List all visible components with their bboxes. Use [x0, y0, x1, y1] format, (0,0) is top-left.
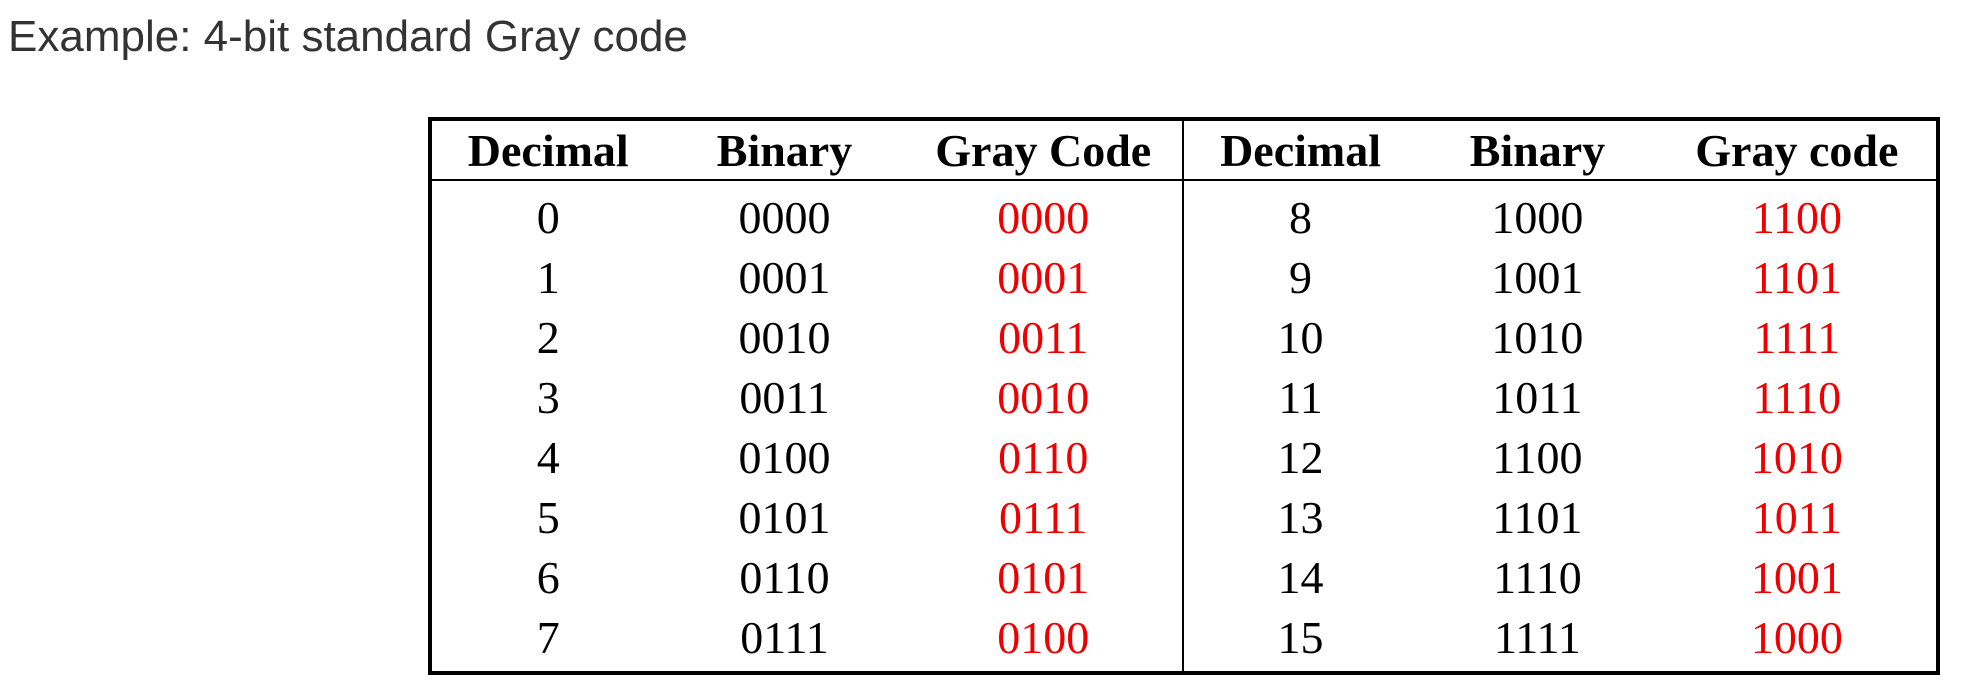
cell-binary: 0011 [739, 371, 830, 423]
cell-decimal: 0 [536, 191, 560, 243]
cell-decimal: 3 [536, 371, 560, 423]
header-gray-code: Gray code [1695, 124, 1899, 176]
cell-binary: 0110 [739, 551, 830, 603]
cell-gray-code: 0101 [997, 551, 1090, 603]
cell-gray-code: 1010 [1750, 431, 1843, 483]
cell-binary: 0000 [738, 191, 831, 243]
header-binary: Binary [1469, 124, 1606, 176]
cell-gray-code: 1100 [1751, 191, 1842, 243]
cell-gray-code: 0111 [998, 491, 1088, 543]
cell-decimal: 10 [1277, 311, 1324, 363]
table-header-row: Decimal Binary Gray code [1184, 121, 1936, 181]
table-row: 15 1111 1000 [1184, 607, 1936, 667]
table-row: 9 1001 1101 [1184, 247, 1936, 307]
page-title: Example: 4-bit standard Gray code [8, 12, 688, 61]
cell-gray-code: 1000 [1750, 611, 1843, 663]
cell-gray-code: 1101 [1751, 251, 1842, 303]
cell-binary: 0100 [738, 431, 831, 483]
header-decimal: Decimal [1220, 124, 1382, 176]
cell-decimal: 7 [536, 611, 560, 663]
cell-decimal: 8 [1289, 191, 1313, 243]
cell-binary: 1001 [1491, 251, 1584, 303]
cell-binary: 1010 [1491, 311, 1584, 363]
cell-decimal: 13 [1277, 491, 1324, 543]
table-row: 0 0000 0000 [432, 187, 1182, 247]
cell-binary: 1000 [1491, 191, 1584, 243]
cell-decimal: 4 [536, 431, 560, 483]
table-body: 0 0000 0000 1 0001 0001 2 0010 0011 3 00… [432, 181, 1182, 671]
table-row: 5 0101 0111 [432, 487, 1182, 547]
cell-binary: 1011 [1492, 371, 1583, 423]
header-binary: Binary [716, 124, 853, 176]
table-row: 3 0011 0010 [432, 367, 1182, 427]
cell-decimal: 14 [1277, 551, 1324, 603]
cell-binary: 0101 [738, 491, 831, 543]
table-row: 4 0100 0110 [432, 427, 1182, 487]
table-header-row: Decimal Binary Gray Code [432, 121, 1182, 181]
table-row: 7 0111 0100 [432, 607, 1182, 667]
table-row: 10 1010 1111 [1184, 307, 1936, 367]
header-decimal: Decimal [467, 124, 629, 176]
cell-gray-code: 0001 [997, 251, 1090, 303]
cell-binary: 1100 [1492, 431, 1583, 483]
cell-decimal: 1 [536, 251, 560, 303]
cell-decimal: 6 [536, 551, 560, 603]
table-row: 2 0010 0011 [432, 307, 1182, 367]
cell-binary: 1101 [1492, 491, 1583, 543]
cell-decimal: 2 [536, 311, 560, 363]
cell-decimal: 9 [1289, 251, 1313, 303]
table-row: 11 1011 1110 [1184, 367, 1936, 427]
table-body: 8 1000 1100 9 1001 1101 10 1010 1111 11 … [1184, 181, 1936, 671]
table-row: 12 1100 1010 [1184, 427, 1936, 487]
cell-decimal: 11 [1278, 371, 1323, 423]
cell-binary: 0111 [740, 611, 829, 663]
table-row: 14 1110 1001 [1184, 547, 1936, 607]
cell-gray-code: 0100 [997, 611, 1090, 663]
cell-binary: 1111 [1493, 611, 1581, 663]
table-row: 6 0110 0101 [432, 547, 1182, 607]
table-left-half: Decimal Binary Gray Code 0 0000 0000 1 0… [432, 121, 1184, 671]
cell-binary: 1110 [1493, 551, 1582, 603]
cell-gray-code: 0010 [997, 371, 1090, 423]
table-row: 8 1000 1100 [1184, 187, 1936, 247]
cell-gray-code: 1111 [1753, 311, 1841, 363]
cell-gray-code: 1110 [1752, 371, 1842, 423]
cell-gray-code: 0000 [997, 191, 1090, 243]
cell-decimal: 15 [1277, 611, 1324, 663]
header-gray-code: Gray Code [935, 124, 1152, 176]
table-row: 1 0001 0001 [432, 247, 1182, 307]
cell-gray-code: 1001 [1750, 551, 1843, 603]
cell-decimal: 5 [536, 491, 560, 543]
cell-binary: 0010 [738, 311, 831, 363]
table-row: 13 1101 1011 [1184, 487, 1936, 547]
cell-binary: 0001 [738, 251, 831, 303]
cell-gray-code: 1011 [1751, 491, 1842, 543]
gray-code-table: Decimal Binary Gray Code 0 0000 0000 1 0… [428, 117, 1940, 675]
cell-gray-code: 0011 [998, 311, 1089, 363]
cell-decimal: 12 [1277, 431, 1324, 483]
cell-gray-code: 0110 [998, 431, 1089, 483]
table-right-half: Decimal Binary Gray code 8 1000 1100 9 1… [1184, 121, 1936, 671]
